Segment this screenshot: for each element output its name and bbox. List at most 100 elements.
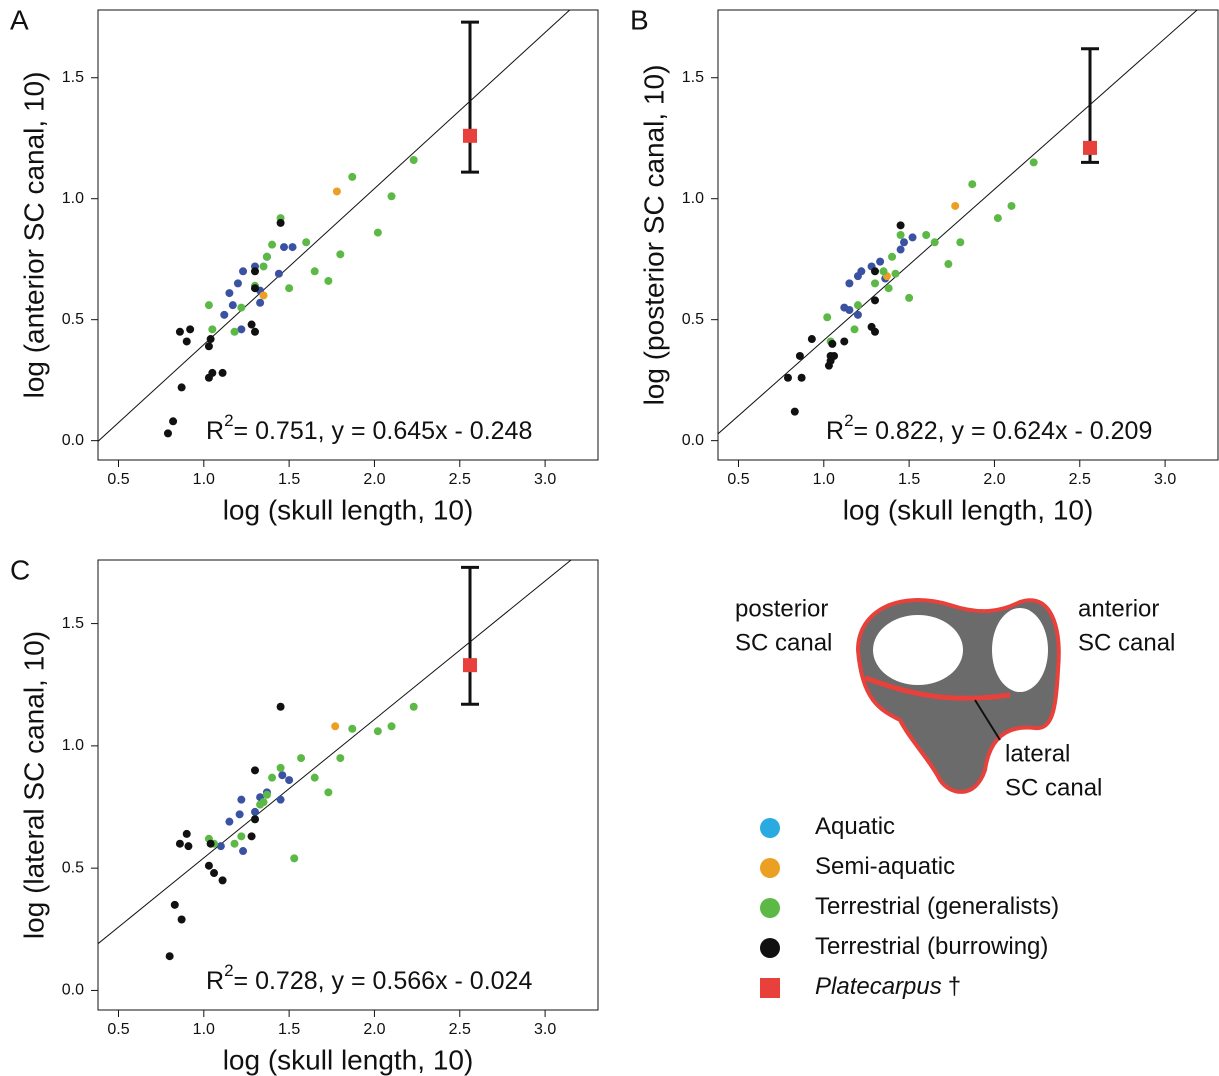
x-tick-label: 3.0	[1154, 471, 1176, 488]
annotation-superscript: 2	[844, 411, 853, 430]
point	[409, 156, 418, 164]
x-tick-label: 3.0	[534, 471, 556, 488]
point	[170, 900, 179, 909]
fit-annotation: R2= 0.822, y = 0.624x - 0.209	[826, 411, 1152, 444]
point	[884, 284, 893, 293]
legend-marker	[760, 818, 780, 838]
point	[876, 257, 885, 266]
point-square	[1083, 140, 1098, 155]
diagram-label: posterior	[735, 595, 828, 622]
x-tick-label: 1.0	[813, 471, 835, 488]
x-tick-label: 2.5	[1069, 471, 1091, 488]
point	[230, 327, 239, 336]
point	[993, 214, 1002, 223]
point	[220, 310, 229, 319]
point	[169, 417, 178, 426]
point	[840, 337, 849, 346]
point	[259, 262, 268, 271]
point	[206, 335, 215, 344]
point	[239, 847, 248, 856]
point-square	[463, 128, 478, 143]
point	[268, 240, 277, 249]
point	[250, 766, 259, 775]
x-axis-label: log (skull length, 10)	[223, 494, 474, 525]
fit-annotation: R2= 0.728, y = 0.566x - 0.024	[206, 961, 532, 994]
scatter-panel: B 0.5 1.0 1.5 2.0 2.5 3.0 0.0 0.5 1.0 1.5 log (skul…	[630, 4, 1219, 525]
point	[233, 279, 242, 288]
point	[896, 221, 905, 230]
y-tick-label: 1.0	[682, 190, 704, 207]
plot-frame	[717, 9, 1219, 461]
point	[956, 238, 965, 247]
point	[237, 795, 246, 804]
annotation-text: R	[206, 967, 224, 995]
diagram-label: SC canal	[1005, 774, 1102, 801]
point	[247, 320, 256, 329]
point	[951, 201, 960, 210]
legend-marker	[760, 898, 780, 918]
x-tick-label: 2.0	[983, 471, 1005, 488]
point	[247, 832, 256, 841]
x-tick-label: 1.5	[278, 1021, 300, 1038]
point	[210, 869, 219, 878]
y-tick-label: 0.5	[62, 311, 84, 328]
point	[288, 243, 297, 252]
point	[276, 218, 285, 227]
point	[278, 771, 287, 780]
y-tick-label: 0.5	[682, 311, 704, 328]
point	[888, 252, 897, 261]
point	[823, 313, 832, 322]
x-tick-label: 3.0	[534, 1021, 556, 1038]
y-tick-label: 1.5	[682, 69, 704, 86]
x-tick-label: 0.5	[727, 471, 749, 488]
point	[896, 245, 905, 254]
point	[348, 724, 357, 733]
point	[175, 839, 184, 848]
point	[237, 303, 246, 312]
point	[206, 839, 215, 848]
regression-line	[98, 560, 572, 945]
point	[845, 306, 854, 314]
point	[310, 773, 319, 782]
diagram-label: anterior	[1078, 595, 1159, 622]
point	[324, 788, 333, 797]
error-bar	[461, 565, 480, 706]
point	[230, 839, 239, 848]
point	[853, 310, 862, 319]
point	[409, 702, 418, 711]
point	[276, 795, 285, 804]
point	[879, 267, 888, 276]
diagram-label: lateral	[1005, 740, 1070, 767]
point	[968, 180, 977, 189]
point	[182, 337, 191, 346]
legend-label: Terrestrial (burrowing)	[815, 933, 1048, 960]
point	[373, 727, 382, 736]
x-tick-label: 2.5	[449, 1021, 471, 1038]
x-tick-label: 1.5	[898, 471, 920, 488]
point	[790, 407, 799, 416]
point	[165, 952, 174, 961]
diagram-label: SC canal	[1078, 629, 1175, 656]
point	[218, 876, 227, 885]
point	[274, 269, 283, 278]
point	[795, 351, 804, 360]
point	[290, 854, 299, 863]
point	[387, 722, 396, 731]
point	[250, 327, 259, 336]
point	[204, 342, 213, 351]
annotation-text: R	[826, 417, 844, 445]
diagram-label: SC canal	[735, 629, 832, 656]
y-axis-label: log (lateral SC canal, 10)	[18, 631, 49, 939]
x-tick-label: 1.5	[278, 471, 300, 488]
point	[302, 238, 311, 247]
annotation-text: = 0.822, y = 0.624x - 0.209	[854, 417, 1153, 445]
point	[184, 842, 193, 851]
canal-hole	[992, 608, 1048, 692]
point	[250, 284, 259, 293]
legend-label: Platecarpus †	[815, 973, 961, 1000]
point	[297, 754, 306, 763]
y-tick-label: 0.0	[62, 432, 84, 449]
point	[186, 325, 195, 334]
y-tick-label: 1.0	[62, 190, 84, 207]
point	[857, 267, 866, 276]
